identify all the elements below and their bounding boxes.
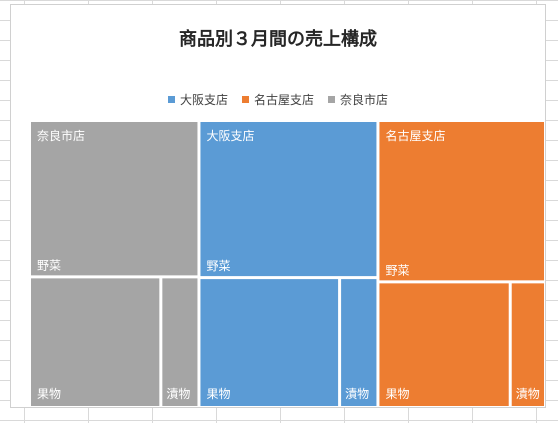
- treemap-group-label-osaka: 大阪支店: [206, 129, 254, 143]
- treemap-label-osaka-vegetables: 野菜: [206, 259, 230, 273]
- treemap-group-label-nagoya: 名古屋支店: [385, 128, 445, 143]
- legend-label-osaka: 大阪支店: [179, 93, 228, 107]
- treemap-cell-osaka-fruit[interactable]: [200, 279, 339, 406]
- treemap-label-nara-fruit: 果物: [37, 387, 61, 401]
- legend-item-nagoya[interactable]: 名古屋支店: [241, 91, 314, 108]
- treemap-cell-nagoya-vegetables[interactable]: [379, 122, 544, 281]
- legend-item-nara[interactable]: 奈良市店: [328, 91, 388, 108]
- treemap-label-nagoya-fruit: 果物: [385, 387, 409, 401]
- treemap-cell-nagoya-fruit[interactable]: [379, 283, 509, 406]
- legend-swatch-nara: [328, 96, 335, 103]
- treemap-cell-osaka-pickles[interactable]: [341, 279, 377, 406]
- legend-swatch-nagoya: [241, 96, 249, 103]
- treemap-cell-nagoya-pickles[interactable]: [511, 283, 544, 406]
- treemap-plot[interactable]: 奈良市店野菜果物 漬物 大阪支店野菜果物 漬物 名古屋支店野菜果物 漬物: [31, 122, 547, 406]
- treemap-cell-osaka-vegetables[interactable]: [200, 122, 377, 277]
- legend-label-nara: 奈良市店: [340, 93, 389, 107]
- treemap-label-nagoya-vegetables: 野菜: [385, 263, 409, 277]
- treemap-label-nagoya-pickles: 漬物: [516, 386, 540, 401]
- treemap-cell-nara-fruit[interactable]: [31, 278, 160, 406]
- chart-area[interactable]: 商品別３月間の売上構成 大阪支店 名古屋支店 奈良市店 奈良市店野菜果物 漬物 大阪…: [10, 4, 546, 408]
- chart-title: 商品別３月間の売上構成: [179, 29, 377, 50]
- legend-label-nagoya: 名古屋支店: [253, 93, 314, 107]
- treemap-label-nara-pickles: 漬物: [166, 386, 190, 401]
- treemap-label-nara-vegetables: 野菜: [37, 258, 61, 272]
- treemap-label-osaka-pickles: 漬物: [345, 386, 369, 401]
- legend-swatch-osaka: [167, 96, 175, 103]
- treemap-cell-nara-pickles[interactable]: [162, 278, 198, 406]
- chart-legend[interactable]: 大阪支店 名古屋支店 奈良市店: [11, 91, 545, 108]
- legend-item-osaka[interactable]: 大阪支店: [167, 91, 228, 108]
- treemap-cell-nara-vegetables[interactable]: [31, 122, 198, 276]
- treemap-label-osaka-fruit: 果物: [206, 387, 230, 401]
- treemap-group-label-nara: 奈良市店: [37, 128, 85, 143]
